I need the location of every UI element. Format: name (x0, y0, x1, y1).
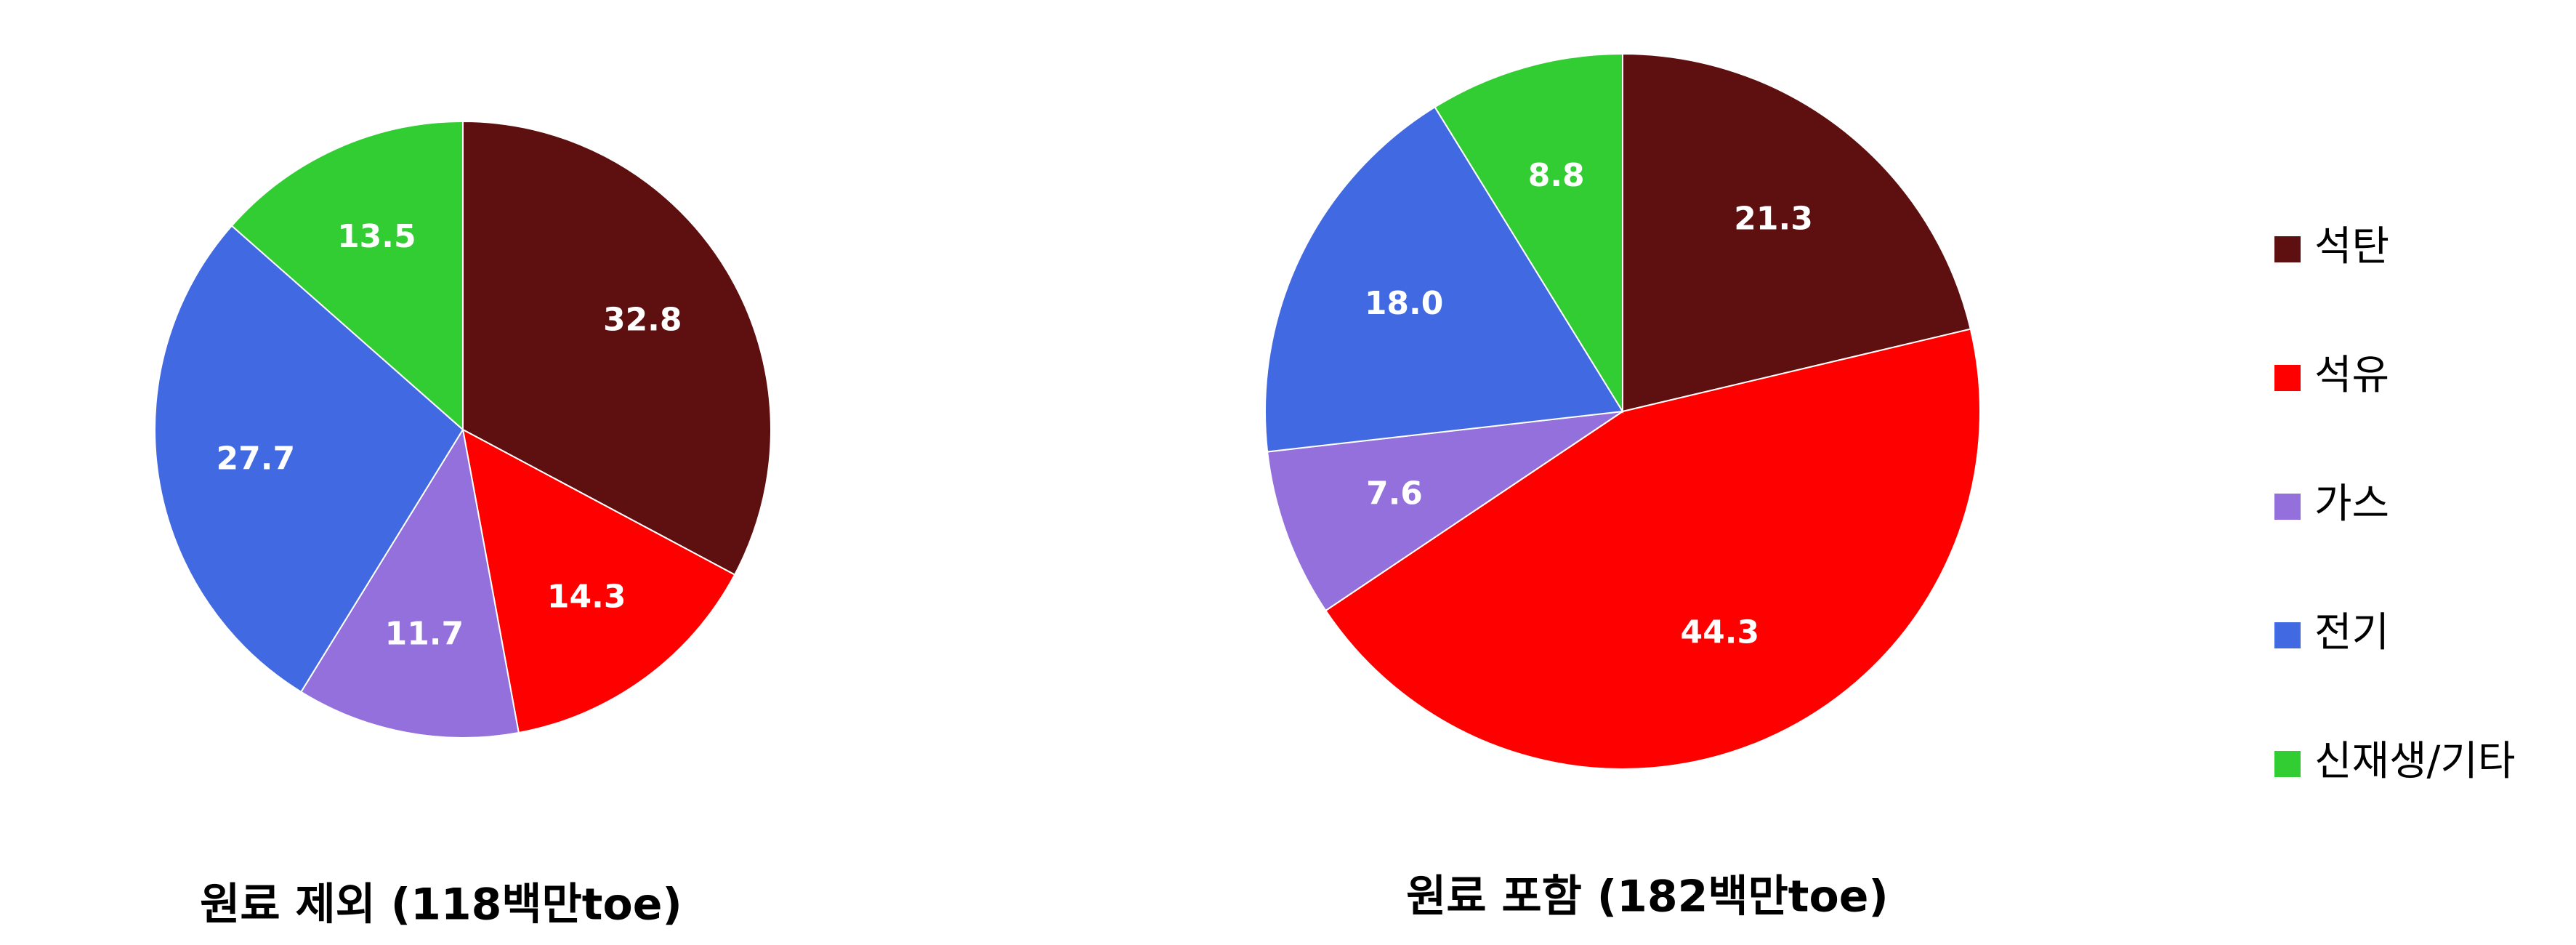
legend-swatch (2274, 494, 2301, 520)
legend-label: 전기 (2314, 609, 2389, 656)
pie-slice (299, 427, 520, 739)
pie-slice (230, 120, 464, 432)
pie-slice (1267, 411, 1623, 612)
legend-swatch (2274, 236, 2301, 262)
pie-slice (154, 225, 464, 693)
value-label: 21.3 (1734, 201, 1813, 238)
value-label: 44.3 (1681, 614, 1760, 651)
value-label: 7.6 (1366, 475, 1423, 512)
value-label: 18.0 (1365, 285, 1444, 322)
pie-slice (461, 428, 736, 734)
value-label: 14.3 (547, 579, 626, 616)
pie-slice (1264, 105, 1624, 453)
pie-slice (1434, 52, 1623, 414)
pie-slice (1622, 52, 1971, 413)
legend-swatch (2274, 365, 2301, 391)
value-label: 11.7 (385, 615, 464, 652)
legend-swatch (2274, 751, 2301, 777)
value-label: 27.7 (217, 440, 296, 477)
legend-label: 신재생/기타 (2314, 738, 2515, 785)
chart-title: 원료 포함 (182백만toe) (1406, 872, 1889, 922)
pie-slice (1324, 328, 1981, 770)
legend-label: 석유 (2314, 352, 2389, 399)
pie-slice (462, 120, 772, 576)
chart-title: 원료 제외 (118백만toe) (200, 880, 682, 930)
value-label: 13.5 (337, 218, 416, 255)
legend-swatch (2274, 622, 2301, 648)
value-label: 32.8 (603, 302, 682, 339)
legend-label: 석탄 (2314, 223, 2389, 270)
legend-label: 가스 (2314, 480, 2389, 528)
value-label: 8.8 (1528, 157, 1585, 194)
